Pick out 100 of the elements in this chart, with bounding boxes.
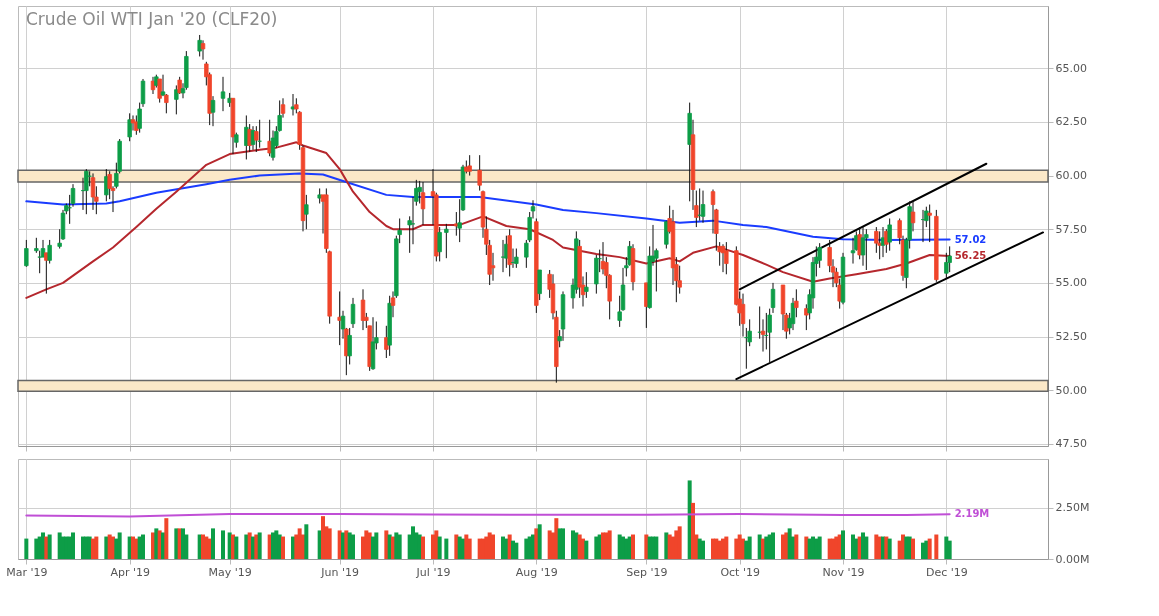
x-tick-label: May '19 — [208, 565, 252, 579]
candlestick — [887, 217, 892, 252]
data-label: 57.02 — [954, 233, 987, 245]
bar — [421, 536, 425, 559]
bar — [304, 524, 309, 559]
bar — [841, 530, 845, 559]
bar — [934, 534, 939, 559]
bar — [537, 524, 542, 559]
candlestick — [84, 168, 89, 215]
candlestick — [90, 172, 96, 211]
candlestick — [420, 181, 426, 226]
bar — [504, 538, 509, 559]
x-tick-label: Jul '19 — [415, 565, 451, 579]
bar — [944, 536, 949, 559]
candlestick — [127, 112, 132, 142]
bar — [744, 540, 749, 559]
bar — [397, 534, 402, 559]
bar — [514, 542, 519, 559]
bar — [374, 532, 379, 559]
bar — [444, 538, 449, 559]
x-tick-label: Oct '19 — [720, 565, 760, 579]
bar — [141, 534, 145, 559]
bar — [734, 538, 739, 559]
y-tick-label: 62.50 — [1055, 115, 1087, 129]
bar — [677, 526, 682, 559]
candlestick — [174, 84, 179, 115]
bar — [281, 536, 285, 559]
candlestick — [247, 123, 252, 153]
bar — [561, 528, 565, 559]
bar — [484, 536, 489, 559]
bar — [654, 536, 659, 559]
bar — [534, 528, 539, 559]
candlestick — [864, 228, 869, 271]
bar — [467, 538, 472, 559]
y-tick-label: 65.00 — [1055, 61, 1087, 75]
data-label: 56.25 — [954, 250, 987, 262]
candlestick — [767, 308, 772, 363]
bar — [584, 540, 589, 559]
candlestick — [164, 93, 169, 114]
x-tick-label: Dec '19 — [925, 565, 968, 579]
candlestick — [740, 293, 746, 338]
bar — [771, 532, 775, 559]
bar — [24, 538, 29, 559]
data-label: 2.19M — [954, 508, 990, 520]
candlestick — [700, 190, 706, 224]
candlestick — [454, 211, 459, 237]
x-tick-label: Nov '19 — [822, 565, 865, 579]
bar — [814, 538, 819, 559]
candlestick — [130, 114, 136, 131]
candlestick — [37, 250, 42, 274]
candlestick — [157, 78, 162, 104]
bar — [607, 530, 612, 559]
bar — [164, 518, 169, 559]
candlestick — [500, 239, 506, 273]
candlestick — [304, 194, 309, 230]
bar — [794, 534, 799, 559]
x-tick-label: Apr '19 — [110, 565, 150, 579]
candlestick — [927, 204, 932, 243]
candlestick — [770, 282, 776, 314]
y-tick-label: 55.00 — [1055, 276, 1087, 290]
candlestick — [444, 223, 449, 259]
y-tick-label: 2.50M — [1055, 501, 1090, 515]
x-tick-label: Jun '19 — [320, 565, 360, 579]
y-tick-label: 52.50 — [1055, 330, 1087, 344]
x-tick-label: Aug '19 — [515, 565, 558, 579]
bar — [491, 534, 495, 559]
candlestick — [47, 239, 52, 265]
candlestick — [267, 119, 272, 157]
candlestick — [584, 271, 589, 299]
candlestick — [220, 76, 226, 112]
bar — [384, 530, 389, 559]
bar — [351, 534, 355, 559]
bar — [554, 518, 559, 559]
bar — [464, 534, 469, 559]
candlestick — [710, 189, 716, 235]
x-tick-label: Mar '19 — [6, 565, 48, 579]
candlestick — [200, 39, 206, 61]
bar — [864, 536, 869, 559]
bar — [434, 530, 439, 559]
bar — [911, 538, 915, 559]
bar — [221, 530, 225, 559]
candlestick — [337, 290, 342, 346]
x-tick-label: Sep '19 — [626, 565, 668, 579]
bar — [394, 532, 399, 559]
bar — [747, 536, 752, 559]
candlestick — [860, 226, 866, 267]
y-tick-label: 0.00M — [1055, 552, 1090, 566]
candlestick — [477, 154, 482, 192]
y-tick-label: 60.00 — [1055, 169, 1087, 183]
bar — [211, 528, 215, 559]
bar — [817, 536, 822, 559]
y-tick-label: 50.00 — [1055, 383, 1087, 397]
bar — [71, 532, 75, 559]
bar — [94, 536, 99, 559]
bar — [724, 536, 729, 559]
candlestick — [877, 230, 882, 260]
y-tick-label: 57.50 — [1055, 222, 1087, 236]
candlestick — [197, 34, 202, 57]
bar — [274, 530, 279, 559]
candlestick — [210, 95, 216, 127]
